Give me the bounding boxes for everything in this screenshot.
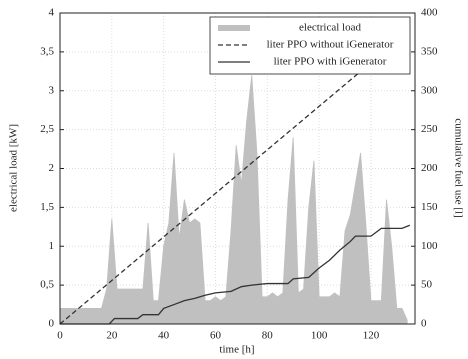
load-area — [59, 75, 408, 325]
y2-tick-label: 150 — [421, 201, 438, 213]
x-tick-label: 60 — [210, 330, 222, 342]
x-tick-label: 0 — [57, 330, 63, 342]
x-tick-label: 80 — [262, 330, 274, 342]
x-axis-label: time [h] — [219, 344, 254, 356]
x-tick-label: 40 — [158, 330, 170, 342]
y-tick-label: 3,5 — [40, 45, 54, 57]
fuel-line — [60, 224, 411, 325]
y2-tick-label: 0 — [421, 318, 427, 330]
y2-axis-label: cumulative fuel use [l] — [452, 118, 464, 217]
y-tick-label: 2,5 — [40, 123, 54, 135]
y2-tick-label: 300 — [421, 84, 438, 96]
y-tick-label: 1 — [49, 240, 55, 252]
y2-tick-label: 400 — [421, 7, 438, 19]
y2-tick-label: 350 — [421, 45, 438, 57]
y-tick-label: 2 — [49, 162, 55, 174]
y2-tick-label: 200 — [421, 162, 438, 174]
y-tick-label: 1,5 — [40, 201, 54, 213]
y-tick-label: 4 — [49, 7, 55, 19]
x-tick-label: 100 — [311, 330, 328, 342]
y-tick-label: 3 — [49, 84, 55, 96]
x-tick-label: 20 — [106, 330, 118, 342]
y-tick-label: 0 — [49, 318, 55, 330]
y2-tick-label: 50 — [421, 279, 433, 291]
legend-label: liter PPO without iGenerator — [267, 39, 394, 51]
y2-tick-label: 100 — [421, 240, 438, 252]
y2-tick-label: 250 — [421, 123, 438, 135]
plot-frame — [59, 12, 416, 325]
y-axis-label: electrical load [kW] — [8, 124, 20, 212]
legend-label: liter PPO with iGenerator — [274, 56, 387, 68]
x-tick-label: 120 — [363, 330, 380, 342]
y-tick-label: 0,5 — [40, 279, 54, 291]
fuel-line — [59, 29, 411, 325]
legend-label: electrical load — [299, 22, 361, 34]
